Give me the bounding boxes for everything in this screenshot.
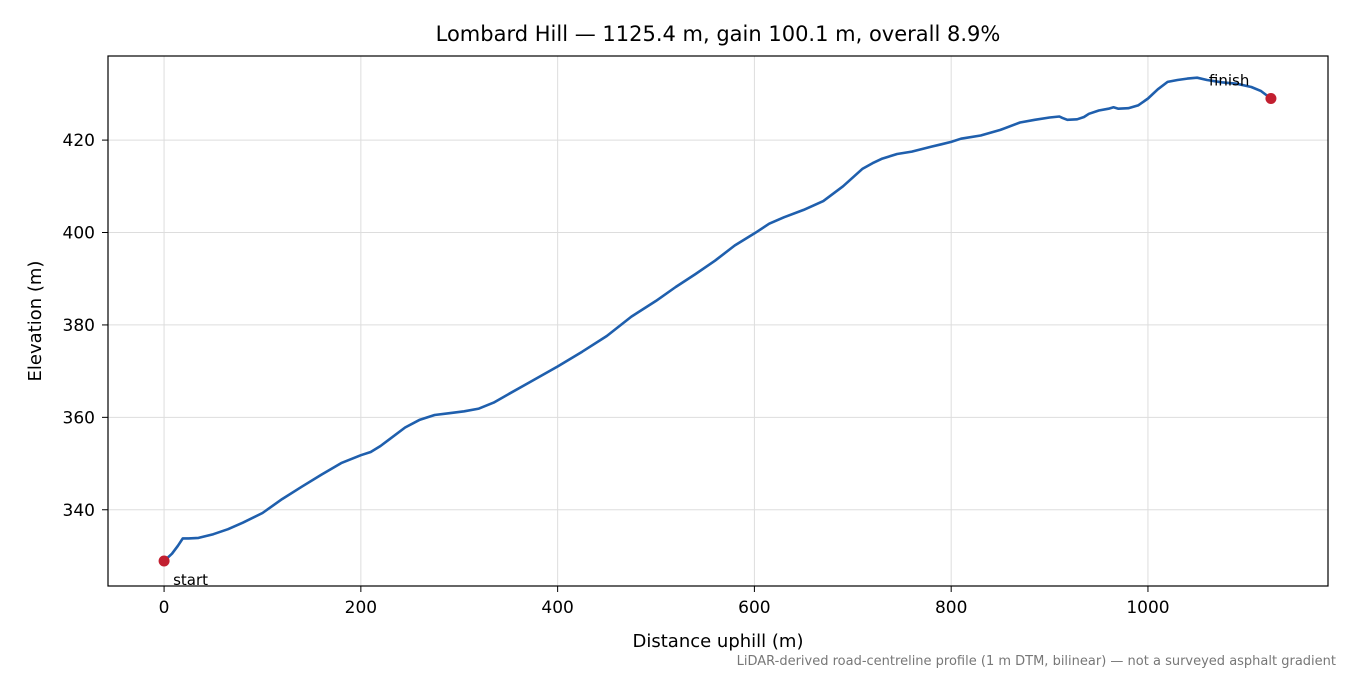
finish-marker xyxy=(1265,93,1277,105)
footnote: LiDAR-derived road-centreline profile (1… xyxy=(737,654,1336,669)
finish-label: finish xyxy=(1209,72,1249,90)
plot-area-frame xyxy=(107,55,1329,587)
x-tick-label: 600 xyxy=(738,598,770,618)
y-tick-label: 380 xyxy=(63,316,95,336)
y-tick-label: 400 xyxy=(63,224,95,244)
y-tick-label: 340 xyxy=(63,501,95,521)
x-axis-ticks: 0 200 400 600 800 1000 xyxy=(159,586,1170,618)
grid-lines xyxy=(108,56,1328,586)
x-tick-label: 1000 xyxy=(1126,598,1169,618)
chart-title: Lombard Hill — 1125.4 m, gain 100.1 m, o… xyxy=(436,22,1001,46)
x-axis-label: Distance uphill (m) xyxy=(633,631,804,652)
y-axis-label: Elevation (m) xyxy=(25,261,46,382)
start-label: start xyxy=(173,571,208,589)
series-layer: start finish xyxy=(158,72,1277,589)
x-tick-label: 400 xyxy=(541,598,573,618)
x-tick-label: 0 xyxy=(159,598,170,618)
x-tick-label: 200 xyxy=(345,598,377,618)
x-tick-label: 800 xyxy=(935,598,967,618)
y-tick-label: 360 xyxy=(63,408,95,428)
start-marker xyxy=(158,555,170,567)
y-tick-label: 420 xyxy=(63,131,95,151)
y-axis-ticks: 340 360 380 400 420 xyxy=(63,131,108,521)
elevation-profile-line xyxy=(162,76,1273,563)
